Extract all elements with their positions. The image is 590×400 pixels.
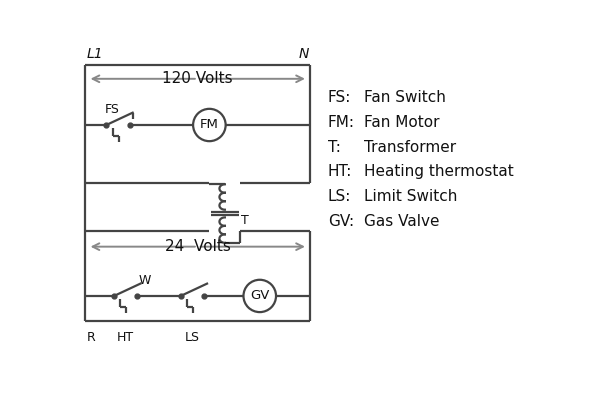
- Text: FM:: FM:: [328, 115, 355, 130]
- Text: L1: L1: [87, 47, 104, 61]
- Text: GV: GV: [250, 290, 270, 302]
- Text: Heating thermostat: Heating thermostat: [365, 164, 514, 179]
- Text: FM: FM: [200, 118, 219, 132]
- Text: HT:: HT:: [328, 164, 352, 179]
- Text: T:: T:: [328, 140, 341, 155]
- Text: GV:: GV:: [328, 214, 354, 228]
- Text: Gas Valve: Gas Valve: [365, 214, 440, 228]
- Text: Transformer: Transformer: [365, 140, 457, 155]
- Text: 120 Volts: 120 Volts: [162, 71, 233, 86]
- Text: FS:: FS:: [328, 90, 351, 105]
- Text: R: R: [87, 330, 96, 344]
- Text: LS:: LS:: [328, 189, 351, 204]
- Text: Fan Motor: Fan Motor: [365, 115, 440, 130]
- Text: N: N: [298, 47, 309, 61]
- Text: T: T: [241, 214, 249, 226]
- Text: HT: HT: [117, 330, 135, 344]
- Text: LS: LS: [185, 330, 200, 344]
- Text: 24  Volts: 24 Volts: [165, 239, 231, 254]
- Text: Fan Switch: Fan Switch: [365, 90, 446, 105]
- Text: FS: FS: [105, 103, 120, 116]
- Text: Limit Switch: Limit Switch: [365, 189, 458, 204]
- Text: W: W: [139, 274, 151, 287]
